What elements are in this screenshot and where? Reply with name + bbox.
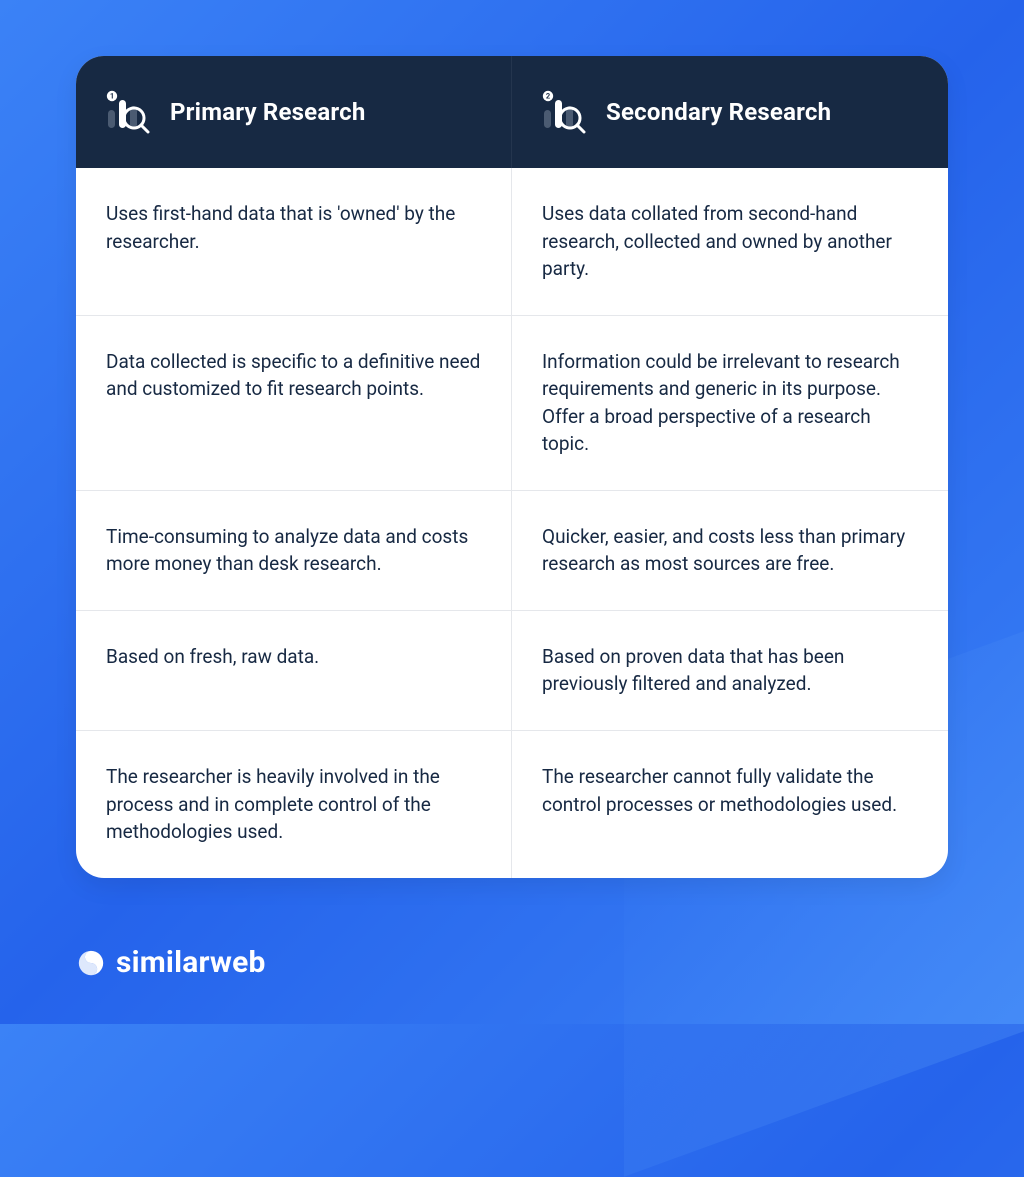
cell-primary: The researcher is heavily involved in th… bbox=[76, 731, 512, 878]
brand: similarweb bbox=[76, 945, 266, 980]
cell-primary: Uses first-hand data that is 'owned' by … bbox=[76, 168, 512, 315]
brand-name: similarweb bbox=[116, 945, 266, 980]
badge-number: 2 bbox=[546, 92, 551, 101]
cell-primary: Data collected is specific to a definiti… bbox=[76, 316, 512, 490]
header-title-primary: Primary Research bbox=[170, 98, 365, 126]
bars-magnifier-icon: 2 bbox=[542, 90, 586, 134]
table-body: Uses first-hand data that is 'owned' by … bbox=[76, 168, 948, 878]
table-header: 1 Primary Research 2 Secondary Research bbox=[76, 56, 948, 168]
badge-number: 1 bbox=[110, 92, 114, 101]
cell-secondary: Information could be irrelevant to resea… bbox=[512, 316, 948, 490]
cell-secondary: Uses data collated from second-hand rese… bbox=[512, 168, 948, 315]
table-row: Time-consuming to analyze data and costs… bbox=[76, 490, 948, 610]
table-row: The researcher is heavily involved in th… bbox=[76, 730, 948, 878]
cell-secondary: Based on proven data that has been previ… bbox=[512, 611, 948, 730]
cell-primary: Time-consuming to analyze data and costs… bbox=[76, 491, 512, 610]
cell-primary: Based on fresh, raw data. bbox=[76, 611, 512, 730]
header-title-secondary: Secondary Research bbox=[606, 98, 831, 126]
bars-magnifier-icon: 1 bbox=[106, 90, 150, 134]
table-row: Based on fresh, raw data. Based on prove… bbox=[76, 610, 948, 730]
similarweb-logo-icon bbox=[76, 948, 106, 978]
table-row: Data collected is specific to a definiti… bbox=[76, 315, 948, 490]
header-col-primary: 1 Primary Research bbox=[76, 56, 512, 168]
table-row: Uses first-hand data that is 'owned' by … bbox=[76, 168, 948, 315]
header-col-secondary: 2 Secondary Research bbox=[512, 56, 948, 168]
cell-secondary: The researcher cannot fully validate the… bbox=[512, 731, 948, 878]
cell-secondary: Quicker, easier, and costs less than pri… bbox=[512, 491, 948, 610]
comparison-card: 1 Primary Research 2 Secondary Research bbox=[76, 56, 948, 878]
